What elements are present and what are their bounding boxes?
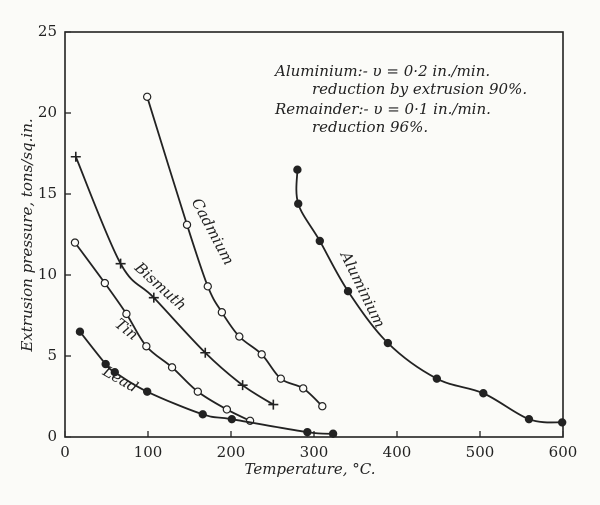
data-point bbox=[142, 342, 151, 351]
y-tick-label: 20 bbox=[38, 103, 57, 121]
fit-curve bbox=[295, 169, 563, 424]
x-tick-label: 200 bbox=[217, 443, 246, 461]
data-point bbox=[167, 363, 177, 372]
data-point bbox=[217, 308, 227, 317]
y-tick-label: 5 bbox=[47, 346, 57, 364]
data-point bbox=[70, 238, 80, 247]
curve-label: Aluminium bbox=[336, 247, 389, 331]
data-point bbox=[294, 199, 303, 208]
x-tick-label: 500 bbox=[466, 443, 495, 461]
data-point bbox=[101, 359, 110, 369]
data-point bbox=[237, 380, 248, 391]
data-point bbox=[100, 278, 110, 288]
data-point bbox=[257, 350, 266, 359]
annotation: reduction by extrusion 90%. bbox=[312, 80, 527, 98]
data-point bbox=[75, 327, 85, 336]
x-tick-label: 100 bbox=[134, 443, 163, 461]
y-tick-label: 25 bbox=[38, 22, 57, 40]
x-axis-title: Temperature, °C. bbox=[244, 460, 375, 478]
y-tick-label: 10 bbox=[38, 265, 57, 283]
data-point bbox=[142, 387, 152, 396]
annotation: Aluminium:- υ = 0·2 in./min. bbox=[273, 62, 490, 80]
data-point bbox=[148, 292, 159, 303]
data-point bbox=[115, 258, 126, 269]
data-point bbox=[268, 399, 279, 410]
data-point bbox=[142, 92, 152, 102]
annotation: Remainder:- υ = 0·1 in./min. bbox=[274, 100, 491, 118]
data-point bbox=[328, 429, 338, 438]
y-tick-label: 0 bbox=[47, 427, 57, 445]
data-point bbox=[432, 374, 442, 383]
data-point bbox=[193, 387, 202, 396]
data-point bbox=[70, 151, 81, 162]
data-point bbox=[315, 236, 325, 246]
data-point bbox=[303, 427, 312, 437]
data-point bbox=[479, 389, 488, 398]
curve-label: Tin bbox=[111, 315, 141, 344]
annotation: reduction 96%. bbox=[312, 118, 428, 136]
data-point bbox=[110, 368, 120, 377]
y-axis-title: Extrusion pressure, tons/sq.in. bbox=[18, 118, 36, 352]
data-point bbox=[343, 287, 353, 296]
data-point bbox=[227, 414, 237, 424]
data-point bbox=[203, 282, 212, 291]
x-tick-label: 300 bbox=[300, 443, 329, 461]
curve-label: Cadmium bbox=[188, 195, 238, 268]
data-point bbox=[222, 405, 232, 414]
data-point bbox=[383, 338, 393, 348]
x-tick-label: 400 bbox=[383, 443, 412, 461]
data-point bbox=[235, 332, 244, 341]
data-point bbox=[318, 402, 327, 411]
x-tick-label: 600 bbox=[549, 443, 578, 461]
data-point bbox=[182, 220, 192, 229]
data-point bbox=[293, 165, 302, 174]
data-point bbox=[524, 414, 534, 424]
data-point bbox=[198, 410, 207, 419]
fit-curve bbox=[74, 242, 251, 422]
curve-label: Lead bbox=[99, 361, 141, 396]
x-tick-label: 0 bbox=[60, 443, 70, 461]
data-point bbox=[557, 418, 567, 427]
data-point bbox=[276, 374, 285, 383]
y-tick-label: 15 bbox=[38, 184, 57, 202]
data-point bbox=[122, 309, 131, 319]
data-point bbox=[299, 384, 308, 393]
data-point bbox=[200, 347, 211, 358]
